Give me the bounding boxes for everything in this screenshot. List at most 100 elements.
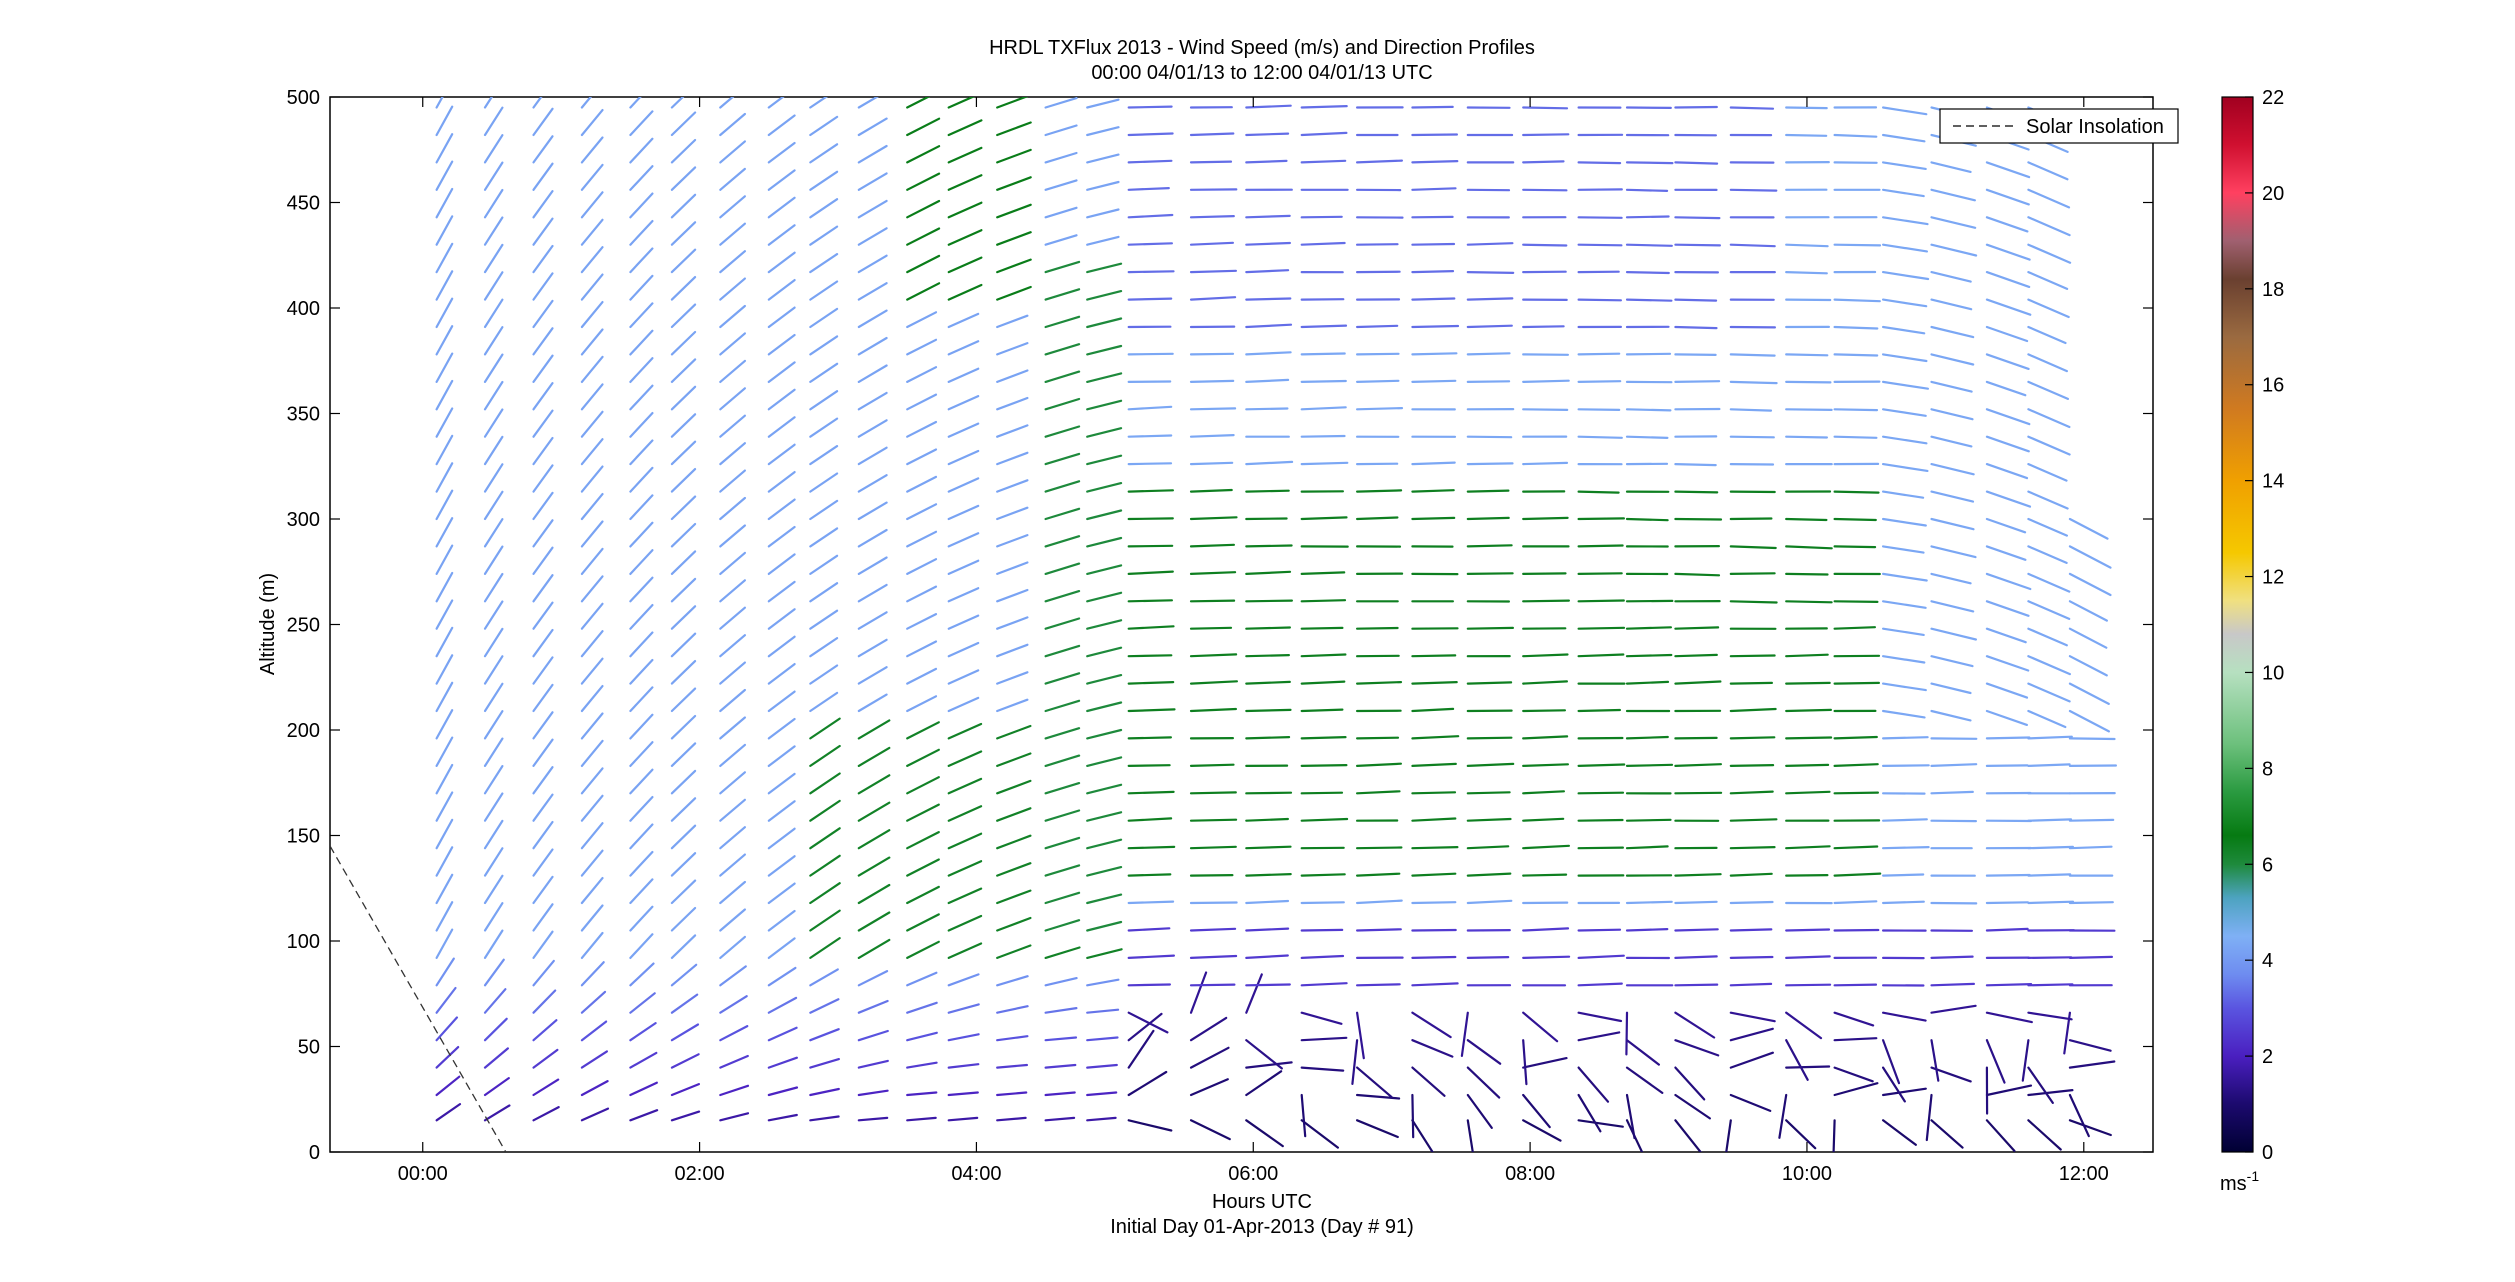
wind-vector [2027,572,2071,593]
wind-vector [1833,928,1880,932]
wind-vector [1189,434,1235,438]
wind-vector [1189,763,1235,768]
wind-vector [1245,323,1293,329]
wind-vector [483,1076,510,1097]
wind-vector [435,97,444,109]
wind-vector [532,244,554,274]
wind-vector [435,489,454,521]
wind-vector [1355,1119,1399,1139]
wind-vector [947,614,980,630]
wind-vector [670,659,697,685]
wind-vector [1625,352,1672,356]
wind-vector [1189,791,1237,795]
wind-vector [1300,928,1344,932]
wind-vector [580,990,607,1014]
wind-vector [1189,543,1236,548]
wind-vector [1355,407,1404,411]
wind-vector [996,643,1029,658]
wind-vector [670,166,697,191]
wind-vector [996,889,1032,905]
wind-vector [1674,626,1720,630]
wind-vector [906,282,941,301]
wind-vector [1833,791,1880,795]
wind-vector [670,852,697,877]
wind-vector [809,1057,841,1069]
wind-vector [483,1017,508,1042]
wind-vector [483,134,504,164]
wind-vector [1522,817,1565,822]
wind-vector [532,903,554,932]
wind-vector [719,277,747,301]
wind-vector [906,145,941,164]
wind-vector [1189,901,1238,905]
wind-vector [1086,865,1123,877]
wind-vector [719,579,747,603]
wind-vector [1674,736,1718,740]
wind-vector [1411,817,1457,822]
wind-vector [1729,928,1773,932]
wind-vector [1881,490,1925,499]
wind-vector [1127,845,1176,850]
wind-vector [1833,845,1879,850]
wind-vector [1985,408,2031,426]
wind-vector [1300,159,1347,164]
wind-vector [947,559,980,576]
wind-vector [947,641,980,658]
wind-vector [670,879,697,905]
wind-vector [1729,818,1778,822]
wind-vector [906,612,938,630]
wind-vector [435,242,454,274]
wind-vector [1985,435,2030,453]
wind-vector [1930,627,1978,641]
wind-vector [1833,600,1879,604]
wind-vector [767,635,796,658]
wind-vector [580,465,604,493]
wind-vector [996,1063,1029,1069]
solar-insolation-series [330,845,507,1152]
wind-vector [1785,763,1830,768]
colorbar-tick-label: 20 [2262,183,2284,205]
wind-vector [1355,928,1402,932]
wind-vector [767,662,796,685]
wind-vector [435,133,454,164]
wind-vector [1044,480,1081,493]
wind-vector [1625,435,1669,439]
wind-vector [1245,407,1289,411]
colorbar-unit-exponent: -1 [2247,1168,2260,1184]
wind-vector [2027,682,2071,703]
wind-vector [629,962,655,987]
wind-vector [1674,680,1722,685]
wind-vector [1881,1119,1917,1146]
wind-vector [1985,353,2030,370]
wind-vector [1833,325,1879,330]
wind-vector [435,352,454,383]
wind-vector [1086,317,1123,329]
wind-vector [906,530,938,548]
wind-vector [1355,489,1403,493]
wind-vector [1625,1066,1664,1095]
wind-vector [1189,653,1238,658]
wind-vector [1086,427,1123,438]
wind-vector [1127,297,1173,301]
wind-vector [2068,1093,2090,1138]
wind-vector [1300,982,1348,987]
wind-vector [857,556,888,576]
colorbar-ticks: 0 2 4 6 8 10 12 14 16 18 20 22 [2245,87,2284,1164]
wind-vector [1411,324,1460,329]
wind-vector [1881,572,1928,582]
wind-vector [719,606,747,630]
wind-vector [719,634,747,658]
y-tick-label: 350 [287,404,320,426]
x-tick-label: 10:00 [1782,1163,1832,1185]
wind-vector [1466,516,1510,521]
wind-vector [996,533,1029,548]
wind-vector [996,779,1032,795]
wind-vector [767,1086,799,1097]
wind-vector [670,97,685,109]
wind-vector [1127,599,1174,603]
wind-vector [670,797,697,822]
wind-vector [2068,818,2115,822]
wind-vector [532,930,554,960]
wind-vector [580,438,604,466]
wind-vector [857,693,888,713]
